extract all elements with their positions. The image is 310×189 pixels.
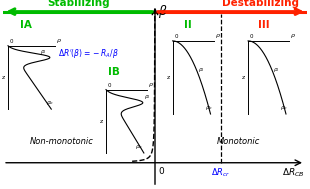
Text: z: z xyxy=(2,75,5,80)
Text: $\rho$: $\rho$ xyxy=(56,37,62,45)
Text: $\beta$: $\beta$ xyxy=(158,3,167,20)
Text: Non-monotonic: Non-monotonic xyxy=(30,137,94,146)
Text: $\rho_b$: $\rho_b$ xyxy=(281,104,288,112)
Text: IA: IA xyxy=(20,20,32,30)
Text: Destabilizing: Destabilizing xyxy=(222,0,299,8)
Text: 0: 0 xyxy=(250,34,254,39)
Text: z: z xyxy=(100,119,103,124)
Text: z: z xyxy=(242,75,245,80)
Text: $\rho_I$: $\rho_I$ xyxy=(40,48,47,56)
Text: 0: 0 xyxy=(108,83,112,88)
Text: z: z xyxy=(166,75,170,80)
Text: Monotonic: Monotonic xyxy=(217,137,260,146)
Text: $\rho_I$: $\rho_I$ xyxy=(273,66,280,74)
Text: $\Delta R_{CB}$: $\Delta R_{CB}$ xyxy=(282,167,305,179)
Text: $\rho_b$: $\rho_b$ xyxy=(205,104,213,112)
Text: $\rho_b$: $\rho_b$ xyxy=(46,99,53,107)
Text: II: II xyxy=(184,20,192,30)
Text: $\rho_I$: $\rho_I$ xyxy=(144,93,150,101)
Text: 0: 0 xyxy=(158,167,164,176)
Text: $\rho$: $\rho$ xyxy=(290,32,296,40)
Text: Stabilizing: Stabilizing xyxy=(48,0,110,8)
Text: IB: IB xyxy=(108,67,120,77)
Text: $\rho_I$: $\rho_I$ xyxy=(197,66,204,74)
Text: III: III xyxy=(258,20,269,30)
Text: 0: 0 xyxy=(175,34,178,39)
Text: 0: 0 xyxy=(10,39,13,44)
Text: $\Delta R'(\beta)=-R_A/\beta$: $\Delta R'(\beta)=-R_A/\beta$ xyxy=(58,47,119,60)
Text: $\rho_b$: $\rho_b$ xyxy=(135,143,143,151)
Text: $\Delta R_{cr}$: $\Delta R_{cr}$ xyxy=(211,167,230,179)
Text: $\rho$: $\rho$ xyxy=(148,81,154,89)
Text: $\rho$: $\rho$ xyxy=(215,32,221,40)
